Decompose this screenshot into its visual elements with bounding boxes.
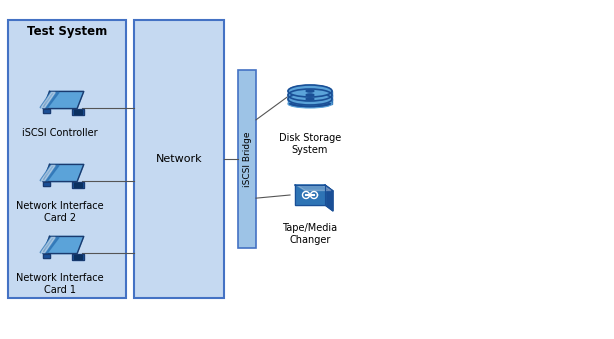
Polygon shape (295, 185, 333, 191)
Polygon shape (43, 164, 84, 182)
Polygon shape (43, 236, 84, 254)
Polygon shape (79, 110, 82, 114)
Polygon shape (77, 183, 79, 187)
Ellipse shape (288, 96, 332, 104)
Polygon shape (43, 182, 50, 186)
Text: Disk Storage
System: Disk Storage System (279, 133, 341, 155)
Ellipse shape (288, 92, 332, 100)
Polygon shape (74, 183, 76, 187)
Polygon shape (41, 93, 55, 107)
Text: Tape/Media
Changer: Tape/Media Changer (282, 223, 338, 245)
Text: Test System: Test System (27, 25, 107, 39)
Polygon shape (74, 110, 76, 114)
Text: Network Interface
Card 2: Network Interface Card 2 (16, 201, 104, 223)
Polygon shape (297, 185, 331, 191)
Polygon shape (77, 255, 79, 259)
Polygon shape (43, 92, 84, 108)
Polygon shape (79, 255, 82, 259)
Polygon shape (72, 254, 84, 260)
Polygon shape (295, 185, 325, 205)
Text: iSCSI Controller: iSCSI Controller (22, 128, 98, 138)
Polygon shape (41, 237, 55, 253)
Polygon shape (41, 165, 55, 181)
Polygon shape (40, 237, 59, 253)
Polygon shape (77, 110, 79, 114)
FancyBboxPatch shape (134, 20, 224, 298)
Polygon shape (43, 108, 50, 113)
FancyBboxPatch shape (238, 70, 256, 248)
Polygon shape (43, 254, 50, 258)
Polygon shape (72, 182, 84, 188)
Ellipse shape (288, 93, 332, 105)
Ellipse shape (306, 94, 314, 96)
Polygon shape (325, 185, 333, 211)
Text: iSCSI Bridge: iSCSI Bridge (243, 131, 252, 187)
Polygon shape (40, 93, 59, 107)
Ellipse shape (306, 98, 314, 100)
Text: Network: Network (156, 154, 202, 164)
Polygon shape (72, 108, 84, 115)
Polygon shape (74, 255, 76, 259)
Ellipse shape (306, 90, 314, 92)
Ellipse shape (288, 85, 332, 97)
Ellipse shape (288, 89, 332, 101)
Polygon shape (40, 165, 59, 181)
FancyBboxPatch shape (8, 20, 126, 298)
Polygon shape (288, 95, 332, 100)
Polygon shape (79, 183, 82, 187)
Polygon shape (288, 91, 332, 96)
Ellipse shape (288, 100, 332, 108)
Polygon shape (288, 99, 332, 104)
Text: Network Interface
Card 1: Network Interface Card 1 (16, 273, 104, 295)
